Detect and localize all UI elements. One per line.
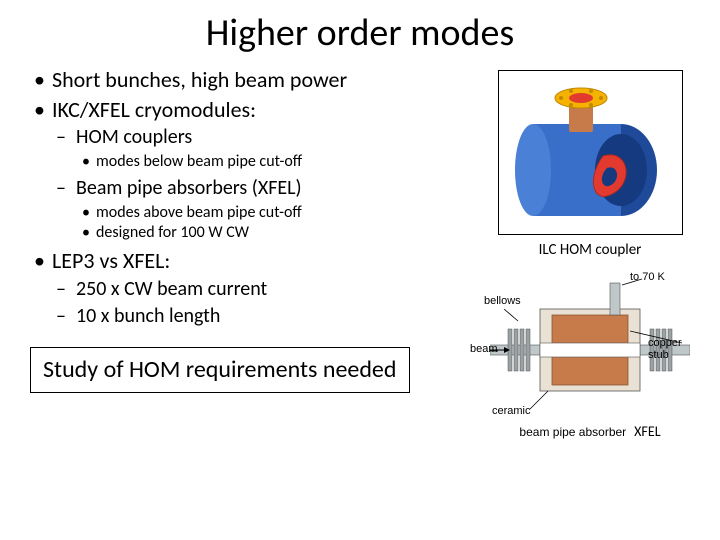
label-to-70k: to 70 K (630, 271, 665, 283)
label-bellows: bellows (484, 295, 521, 307)
label-beam: beam (470, 343, 498, 355)
figure-ilc-hom-coupler (498, 70, 683, 235)
figure2-caption-right: XFEL (634, 423, 660, 440)
slide: Higher order modes Short bunches, high b… (0, 0, 720, 540)
figure2-caption-left: beam pipe absorber (519, 425, 626, 439)
slide-title: Higher order modes (30, 10, 690, 56)
bullet-item: Beam pipe absorbers (XFEL) modes above b… (52, 176, 480, 243)
bullet-text: Beam pipe absorbers (XFEL) (76, 176, 302, 200)
figure2-caption-row: beam pipe absorber XFEL (485, 423, 695, 440)
hom-coupler-3d-icon (503, 78, 678, 228)
figure-beam-pipe-absorber: to 70 K bellows beam copper stub ceramic (490, 271, 690, 421)
label-ceramic: ceramic (492, 405, 531, 417)
right-column: ILC HOM coupler (490, 66, 690, 440)
bullet-item: 10 x bunch length (52, 304, 480, 329)
bullet-text: HOM couplers (76, 125, 192, 149)
bullet-item: IKC/XFEL cryomodules: HOM couplers modes… (30, 96, 480, 244)
bullet-item: LEP3 vs XFEL: 250 x CW beam current 10 x… (30, 247, 480, 329)
content-area: Short bunches, high beam power IKC/XFEL … (30, 66, 690, 440)
bullet-item: modes below beam pipe cut-off (76, 152, 480, 172)
bullet-text: IKC/XFEL cryomodules: (52, 96, 256, 123)
callout-box: Study of HOM requirements needed (30, 347, 410, 394)
left-column: Short bunches, high beam power IKC/XFEL … (30, 66, 490, 440)
bullet-item: Short bunches, high beam power (30, 66, 480, 94)
bullet-item: 250 x CW beam current (52, 277, 480, 302)
bullet-text: LEP3 vs XFEL: (52, 247, 170, 274)
bullet-item: modes above beam pipe cut-off (76, 203, 480, 223)
bullet-list: Short bunches, high beam power IKC/XFEL … (30, 66, 480, 329)
label-copper-stub: copper stub (648, 337, 698, 361)
bullet-item: HOM couplers modes below beam pipe cut-o… (52, 125, 480, 172)
figure1-caption: ILC HOM coupler (539, 241, 642, 259)
bullet-item: designed for 100 W CW (76, 223, 480, 243)
